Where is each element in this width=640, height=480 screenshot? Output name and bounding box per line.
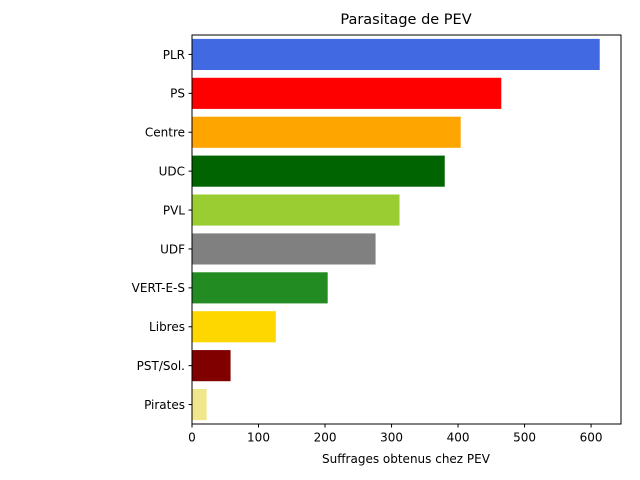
bar-1: [192, 77, 502, 109]
y-tick-label-0: PLR: [163, 48, 185, 62]
x-tick-label-6: 600: [580, 431, 603, 445]
y-tick-label-4: PVL: [163, 203, 185, 217]
x-axis-label: Suffrages obtenus chez PEV: [322, 452, 491, 466]
x-tick-label-3: 300: [380, 431, 403, 445]
bar-8: [192, 350, 231, 382]
bar-4: [192, 194, 400, 226]
x-tick-label-4: 400: [447, 431, 470, 445]
x-tick-label-0: 0: [188, 431, 196, 445]
bar-3: [192, 155, 445, 187]
plot-area: PLR PS Centre UDC PVL UDF VERT-E-S Libres PST/So…: [132, 38, 603, 445]
y-tick-label-2: Centre: [145, 126, 185, 140]
y-tick-label-1: PS: [170, 87, 185, 101]
y-tick-label-7: Libres: [149, 320, 185, 334]
bar-6: [192, 272, 328, 304]
x-tick-label-2: 200: [314, 431, 337, 445]
plot-frame: [191, 34, 622, 425]
x-tick-label-1: 100: [247, 431, 270, 445]
bar-2: [192, 116, 461, 148]
bar-9: [192, 388, 207, 421]
y-tick-label-8: PST/Sol.: [137, 359, 185, 373]
y-tick-label-5: UDF: [160, 242, 185, 256]
x-tick-label-5: 500: [513, 431, 536, 445]
chart-title: Parasitage de PEV: [340, 12, 471, 28]
y-tick-label-6: VERT-E-S: [132, 281, 185, 295]
bar-0: [192, 38, 600, 71]
y-tick-label-3: UDC: [159, 164, 185, 178]
bar-7: [192, 311, 276, 343]
bar-5: [192, 233, 376, 265]
y-tick-label-9: Pirates: [144, 398, 185, 412]
